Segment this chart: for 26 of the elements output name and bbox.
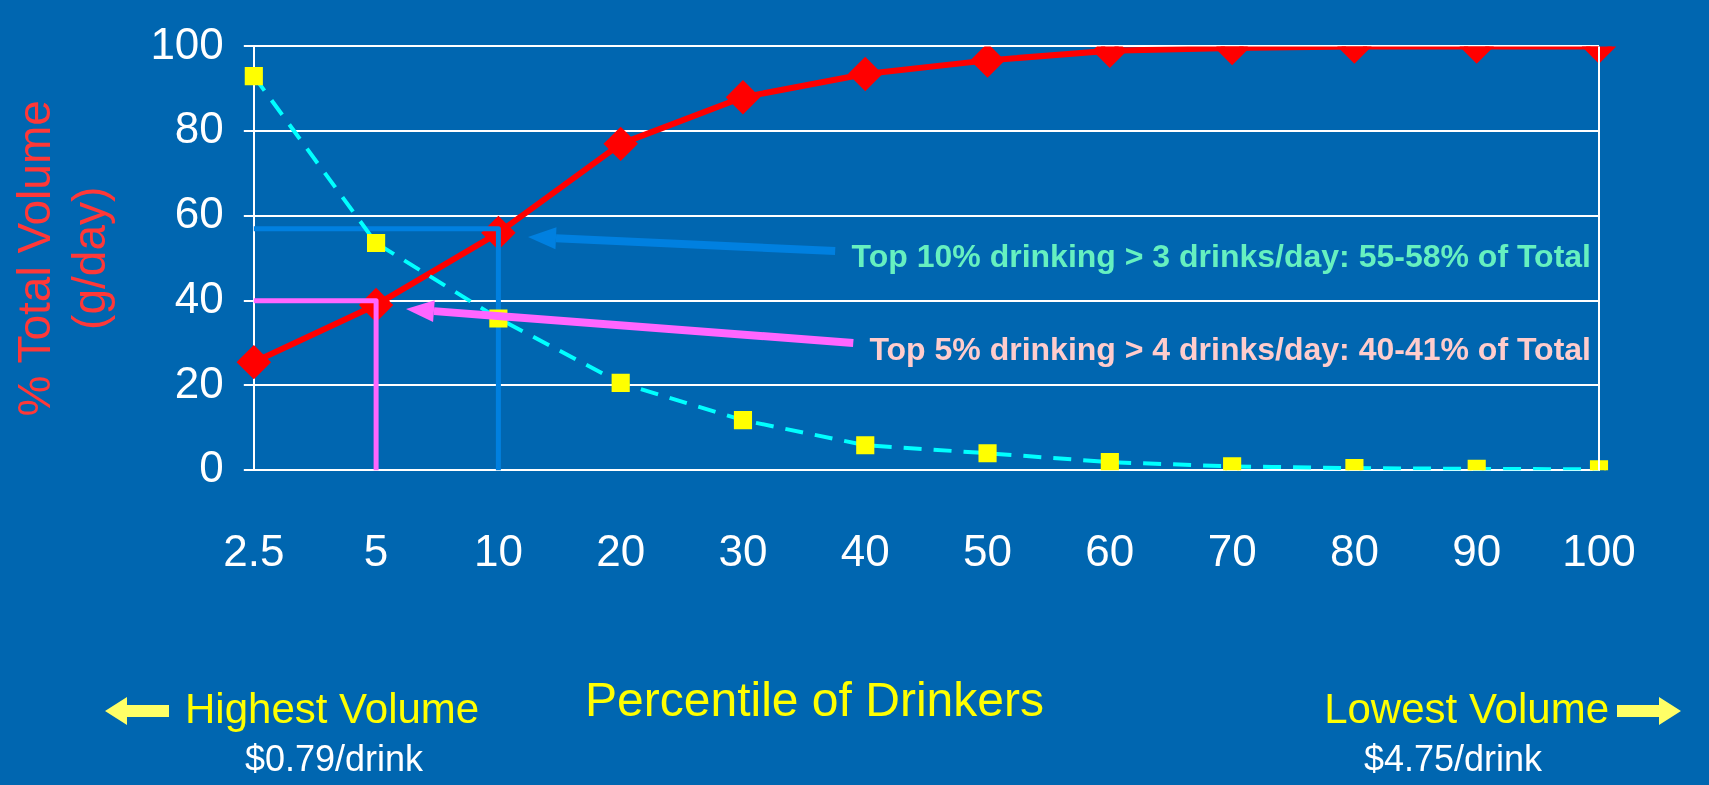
x-tick-label: 100 xyxy=(1562,525,1636,575)
y-tick-label: 40 xyxy=(174,272,224,322)
x-tick-label: 2.5 xyxy=(223,525,285,575)
text: Highest Volume xyxy=(185,685,480,733)
x-tick-label: 20 xyxy=(596,525,646,575)
x-tick-label: 30 xyxy=(718,525,768,575)
x-tick-label: 60 xyxy=(1085,525,1135,575)
y-axis-title: % Total Volume (g/day) xyxy=(8,100,116,417)
x-tick-label: 50 xyxy=(963,525,1013,575)
annotation: Top 5% drinking > 4 drinks/day: 40-41% of Total xyxy=(869,330,1591,367)
y-tick-label: 0 xyxy=(199,442,224,492)
y-tick-label: 20 xyxy=(174,357,224,407)
y-tick-label: 100 xyxy=(150,18,224,68)
x-tick-label: 5 xyxy=(363,525,389,575)
text: $4.75/drink xyxy=(1363,738,1542,780)
x-tick-label: 90 xyxy=(1452,525,1502,575)
annotation: Top 10% drinking > 3 drinks/day: 55-58% of Total xyxy=(851,238,1591,275)
x-axis-title: Percentile of Drinkers xyxy=(585,673,1044,726)
x-tick-label: 80 xyxy=(1329,525,1379,575)
x-tick-label: 70 xyxy=(1207,525,1257,575)
y-tick-label: 60 xyxy=(174,188,224,238)
text: Lowest Volume xyxy=(1324,685,1609,733)
x-tick-label: 40 xyxy=(840,525,890,575)
y-tick-label: 80 xyxy=(174,103,224,153)
x-tick-label: 10 xyxy=(473,525,523,575)
text: $0.79/drink xyxy=(245,738,424,780)
